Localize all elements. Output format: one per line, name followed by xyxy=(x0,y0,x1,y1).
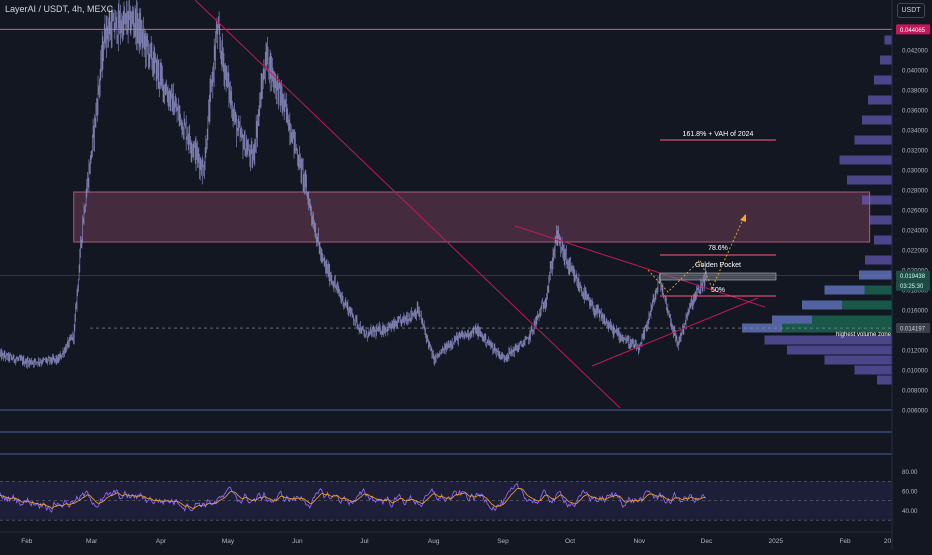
x-tick-label: Mar xyxy=(86,538,98,545)
top-level-tag: 0.044065 xyxy=(900,28,926,34)
volume-profile-bar-overlap xyxy=(824,285,865,295)
rsi-tick-label: 60.00 xyxy=(902,489,918,496)
y-tick-label: 0.036000 xyxy=(902,108,928,115)
volume-profile-bar xyxy=(869,215,892,225)
vah-label: 161.8% + VAH of 2024 xyxy=(683,131,754,138)
volume-profile-bar xyxy=(787,345,892,355)
currency-button[interactable]: USDT xyxy=(897,3,925,18)
descending-trendline xyxy=(194,0,621,409)
volume-profile-bar xyxy=(874,235,892,245)
volume-profile-bar xyxy=(772,315,892,325)
y-tick-label: 0.012000 xyxy=(902,348,928,355)
y-tick-label: 0.030000 xyxy=(902,168,928,175)
y-tick-label: 0.042000 xyxy=(902,48,928,55)
x-tick-label: Jul xyxy=(360,538,369,545)
y-tick-label: 0.018000 xyxy=(902,288,928,295)
y-tick-label: 0.022000 xyxy=(902,248,928,255)
x-tick-label: 2025 xyxy=(769,538,784,545)
fib-786-label: 78.6% xyxy=(708,245,728,252)
x-tick-label: May xyxy=(222,538,235,545)
annotation-layer: 161.8% + VAH of 2024 78.6% Golden Pocket 50… xyxy=(683,131,892,338)
y-tick-label: 0.040000 xyxy=(902,68,928,75)
y-tick-label: 0.034000 xyxy=(902,128,928,135)
volume-profile-bar xyxy=(880,55,892,65)
pane-separators xyxy=(0,409,932,455)
projection-arrowhead xyxy=(740,214,746,222)
volume-profile-bar-overlap xyxy=(772,315,812,325)
x-tick-label: Aug xyxy=(428,538,440,545)
y-tick-label: 0.008000 xyxy=(902,388,928,395)
y-tick-label: 0.032000 xyxy=(902,148,928,155)
rsi-tick-label: 40.00 xyxy=(902,508,918,515)
volume-profile-bar xyxy=(874,75,892,85)
x-tick-label: Jun xyxy=(292,538,303,545)
drawings-layer xyxy=(194,0,777,409)
y-tick-label: 0.038000 xyxy=(902,88,928,95)
triangle-lower-line xyxy=(591,297,759,367)
volume-profile-bar xyxy=(868,95,892,105)
y-tick-label: 0.016000 xyxy=(902,308,928,315)
x-tick-label: Apr xyxy=(156,538,167,545)
current-price-tag: 0.019438 xyxy=(900,274,926,280)
rsi-ma-line xyxy=(0,488,706,509)
highest-volume-label: highest volume zone xyxy=(836,332,892,338)
rsi-pane xyxy=(0,481,892,521)
y-tick-label: 0.028000 xyxy=(902,188,928,195)
y-tick-label: 0.024000 xyxy=(902,228,928,235)
y-tick-label: 0.010000 xyxy=(902,368,928,375)
top-level-tag-bg xyxy=(896,24,930,35)
volume-profile-bar xyxy=(847,175,892,185)
supply-zone-layer xyxy=(73,191,871,243)
volume-profile-bar xyxy=(862,115,892,125)
projection-path xyxy=(647,214,746,293)
current-price-tag-bg xyxy=(896,270,930,281)
triangle-upper-line xyxy=(514,225,766,308)
rsi-tick-label: 80.00 xyxy=(902,469,918,476)
x-tick-label: Feb xyxy=(839,538,851,545)
symbol-title: LayerAI / USDT, 4h, MEXC xyxy=(5,4,114,14)
x-tick-label: Nov xyxy=(634,538,646,545)
volume-profile-bar xyxy=(884,35,892,45)
volume-profile-bar xyxy=(824,355,892,365)
golden-pocket-box xyxy=(659,272,777,281)
supply-zone xyxy=(73,191,871,243)
countdown-tag: 03:25:30 xyxy=(900,284,924,290)
candles-layer xyxy=(0,0,707,370)
volume-profile-bar xyxy=(764,335,892,345)
x-tick-label: Feb xyxy=(21,538,33,545)
volume-profile-bar xyxy=(865,255,892,265)
volume-profile-bar xyxy=(839,155,892,165)
fib-50-label: 50% xyxy=(711,287,725,294)
volume-profile-bar xyxy=(862,195,892,205)
volume-profile-bar xyxy=(802,300,892,310)
countdown-tag-bg xyxy=(896,280,930,291)
golden-pocket-label: Golden Pocket xyxy=(695,262,741,269)
volume-profile-bar xyxy=(877,375,892,385)
y-tick-label: 0.026000 xyxy=(902,208,928,215)
volume-profile-bar-overlap xyxy=(802,300,842,310)
y-tick-label: 0.006000 xyxy=(902,408,928,415)
x-tick-label: Oct xyxy=(565,538,575,545)
volume-profile-bar xyxy=(854,365,892,375)
hvn-level-tag: 0.014197 xyxy=(900,327,926,333)
x-tick-label: Dec xyxy=(701,538,713,545)
volume-profile-bar-overlap xyxy=(859,270,892,280)
x-tick-label: Sep xyxy=(497,538,509,545)
hvn-level-tag-bg xyxy=(896,323,930,334)
volume-profile-bar xyxy=(854,135,892,145)
x-tick-label: 20 xyxy=(884,538,892,545)
